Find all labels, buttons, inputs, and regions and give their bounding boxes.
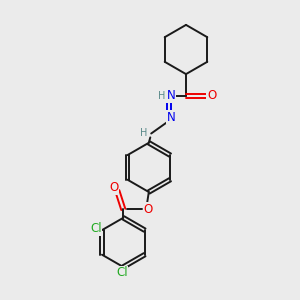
Text: O: O — [109, 181, 118, 194]
Text: O: O — [144, 203, 153, 216]
Text: Cl: Cl — [90, 222, 102, 235]
Text: H: H — [158, 91, 166, 101]
Text: O: O — [207, 89, 216, 102]
Text: N: N — [167, 89, 176, 102]
Text: N: N — [167, 111, 176, 124]
Text: Cl: Cl — [116, 266, 128, 280]
Text: H: H — [140, 128, 147, 138]
